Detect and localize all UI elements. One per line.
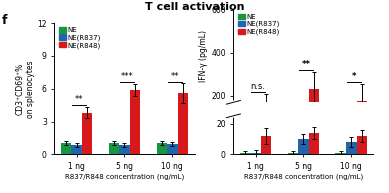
Text: T cell activation: T cell activation [145, 2, 244, 12]
Bar [309, 89, 319, 139]
Y-axis label: CD3⁺CD69⁺%
on splenocytes: CD3⁺CD69⁺% on splenocytes [15, 60, 35, 118]
Y-axis label: IFN-γ (pg/mL): IFN-γ (pg/mL) [199, 30, 209, 82]
Bar [250, 153, 261, 154]
Legend: NE, NE(R837), NE(R848): NE, NE(R837), NE(R848) [237, 13, 281, 36]
Bar [71, 145, 82, 154]
Text: ***: *** [121, 72, 133, 81]
Text: **: ** [171, 72, 179, 81]
Text: n.s.: n.s. [251, 82, 266, 91]
Bar [167, 144, 178, 154]
Text: *: * [352, 72, 356, 81]
Bar [309, 133, 319, 154]
Bar [298, 139, 309, 154]
Bar [156, 143, 167, 154]
Bar [357, 101, 367, 139]
Text: f: f [2, 14, 7, 26]
X-axis label: R837/R848 concentration (ng/mL): R837/R848 concentration (ng/mL) [244, 174, 363, 180]
Bar [346, 123, 357, 139]
Legend: NE, NE(R837), NE(R848): NE, NE(R837), NE(R848) [58, 27, 102, 49]
Bar [240, 153, 250, 154]
Bar [261, 115, 272, 139]
Text: **: ** [301, 60, 310, 69]
Bar [346, 142, 357, 154]
Bar [261, 136, 272, 154]
Bar [178, 93, 188, 154]
Text: **: ** [75, 95, 84, 104]
Bar [298, 119, 309, 139]
Bar [61, 143, 71, 154]
Bar [357, 136, 367, 154]
Bar [109, 143, 119, 154]
Bar [287, 153, 298, 154]
Bar [335, 153, 346, 154]
Bar [119, 145, 130, 154]
Bar [82, 113, 93, 154]
X-axis label: R837/R848 concentration (ng/mL): R837/R848 concentration (ng/mL) [65, 174, 184, 180]
Bar [130, 90, 140, 154]
